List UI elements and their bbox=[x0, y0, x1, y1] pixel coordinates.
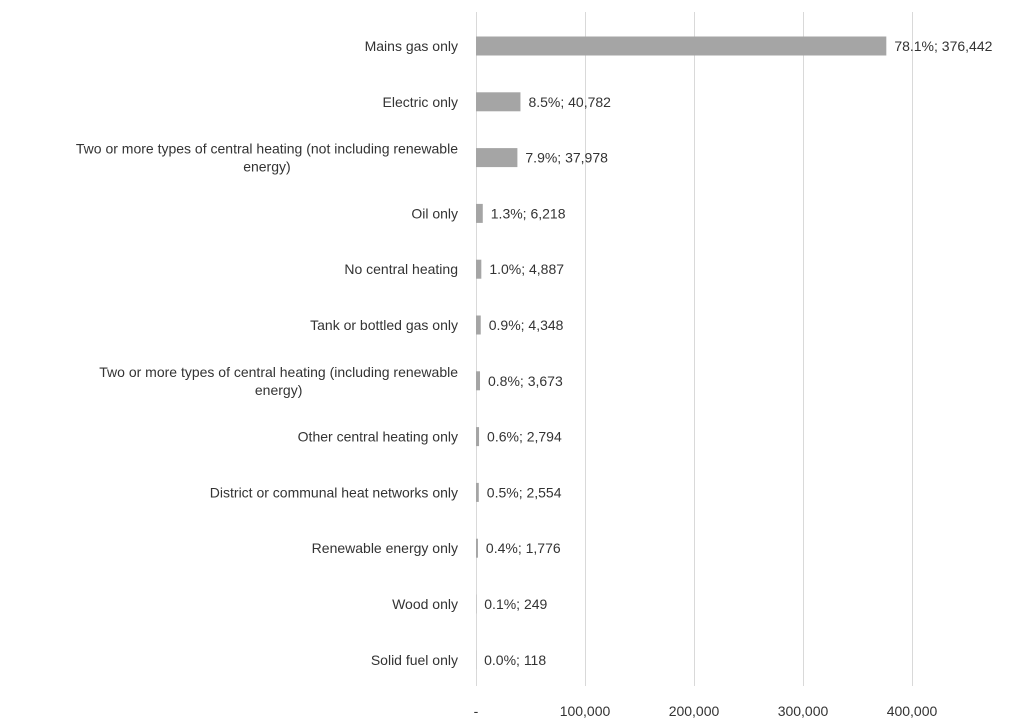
bar bbox=[476, 203, 483, 223]
x-tick-label: 100,000 bbox=[560, 703, 611, 719]
category-label: energy) bbox=[243, 159, 290, 175]
data-label: 0.1%; 249 bbox=[484, 596, 547, 612]
category-label: energy) bbox=[255, 382, 302, 398]
category-label: Solid fuel only bbox=[371, 652, 458, 668]
category-label: Tank or bottled gas only bbox=[310, 317, 458, 333]
data-label: 8.5%; 40,782 bbox=[528, 94, 611, 110]
category-label: Mains gas only bbox=[365, 38, 458, 54]
data-label: 1.0%; 4,887 bbox=[489, 261, 564, 277]
category-label: Other central heating only bbox=[298, 429, 458, 445]
data-label: 0.8%; 3,673 bbox=[488, 373, 563, 389]
category-label: No central heating bbox=[344, 261, 458, 277]
x-tick-label: - bbox=[474, 703, 479, 719]
bar bbox=[476, 36, 887, 56]
bar bbox=[476, 538, 478, 558]
data-label: 0.4%; 1,776 bbox=[486, 540, 561, 556]
data-labels: 78.1%; 376,442 8.5%; 40,782 7.9%; 37,978 1.… bbox=[484, 38, 992, 668]
bar bbox=[476, 371, 481, 391]
bar bbox=[476, 315, 481, 335]
x-tick-label: 300,000 bbox=[778, 703, 829, 719]
category-labels: Mains gas only Electric only Two or more t… bbox=[76, 38, 458, 668]
bar bbox=[476, 259, 482, 279]
category-label: Two or more types of central heating (in… bbox=[99, 364, 458, 380]
category-label: District or communal heat networks only bbox=[210, 484, 458, 500]
bar bbox=[476, 148, 518, 168]
category-label: Oil only bbox=[411, 205, 458, 221]
category-label: Two or more types of central heating (no… bbox=[76, 141, 458, 157]
bar bbox=[476, 92, 521, 112]
category-label: Renewable energy only bbox=[312, 540, 458, 556]
data-label: 0.6%; 2,794 bbox=[487, 429, 562, 445]
data-label: 78.1%; 376,442 bbox=[894, 38, 992, 54]
x-tick-label: 200,000 bbox=[669, 703, 720, 719]
data-label: 7.9%; 37,978 bbox=[525, 150, 608, 166]
category-label: Wood only bbox=[392, 596, 458, 612]
x-tick-label: 400,000 bbox=[887, 703, 938, 719]
data-label: 0.5%; 2,554 bbox=[487, 484, 562, 500]
bar bbox=[476, 482, 479, 502]
data-label: 1.3%; 6,218 bbox=[491, 205, 566, 221]
x-axis-tick-labels: - 100,000 200,000 300,000 400,000 bbox=[474, 703, 938, 719]
data-label: 0.0%; 118 bbox=[484, 652, 546, 668]
bars bbox=[476, 36, 887, 670]
bar bbox=[476, 427, 480, 447]
gridlines bbox=[476, 12, 913, 686]
data-label: 0.9%; 4,348 bbox=[489, 317, 564, 333]
category-label: Electric only bbox=[383, 94, 458, 110]
